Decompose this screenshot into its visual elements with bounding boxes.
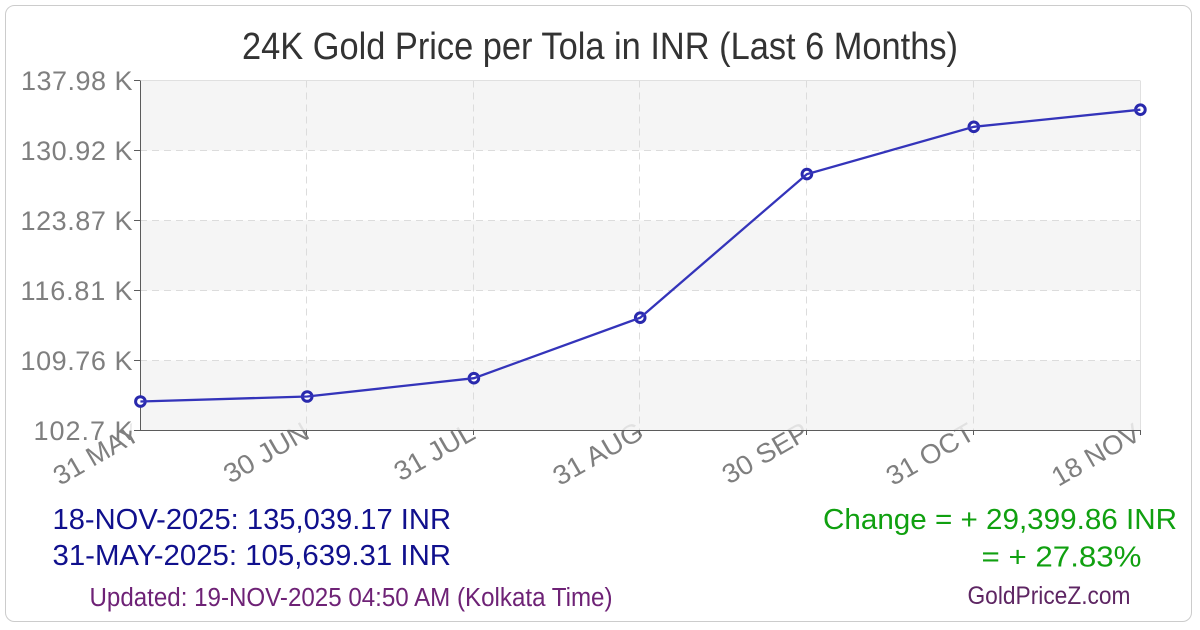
svg-text:31-MAY-2025: 105,639.31 INR: 31-MAY-2025: 105,639.31 INR — [53, 540, 452, 572]
svg-text:24K Gold Price per Tola in INR: 24K Gold Price per Tola in INR (Last 6 M… — [242, 26, 958, 68]
svg-text:= + 27.83%: = + 27.83% — [982, 542, 1142, 574]
svg-text:123.87 K: 123.87 K — [21, 206, 133, 236]
svg-text:18-NOV-2025: 135,039.17 INR: 18-NOV-2025: 135,039.17 INR — [53, 504, 452, 536]
svg-text:GoldPriceZ.com: GoldPriceZ.com — [968, 582, 1131, 610]
svg-text:130.92 K: 130.92 K — [21, 136, 133, 166]
svg-text:137.98 K: 137.98 K — [21, 66, 133, 96]
svg-text:Updated: 19-NOV-2025 04:50 AM: Updated: 19-NOV-2025 04:50 AM (Kolkata T… — [90, 584, 613, 612]
svg-text:Change = + 29,399.86 INR: Change = + 29,399.86 INR — [823, 504, 1177, 536]
svg-text:116.81 K: 116.81 K — [21, 276, 133, 306]
svg-text:102.7 K: 102.7 K — [34, 416, 133, 446]
svg-text:109.76 K: 109.76 K — [21, 346, 133, 376]
